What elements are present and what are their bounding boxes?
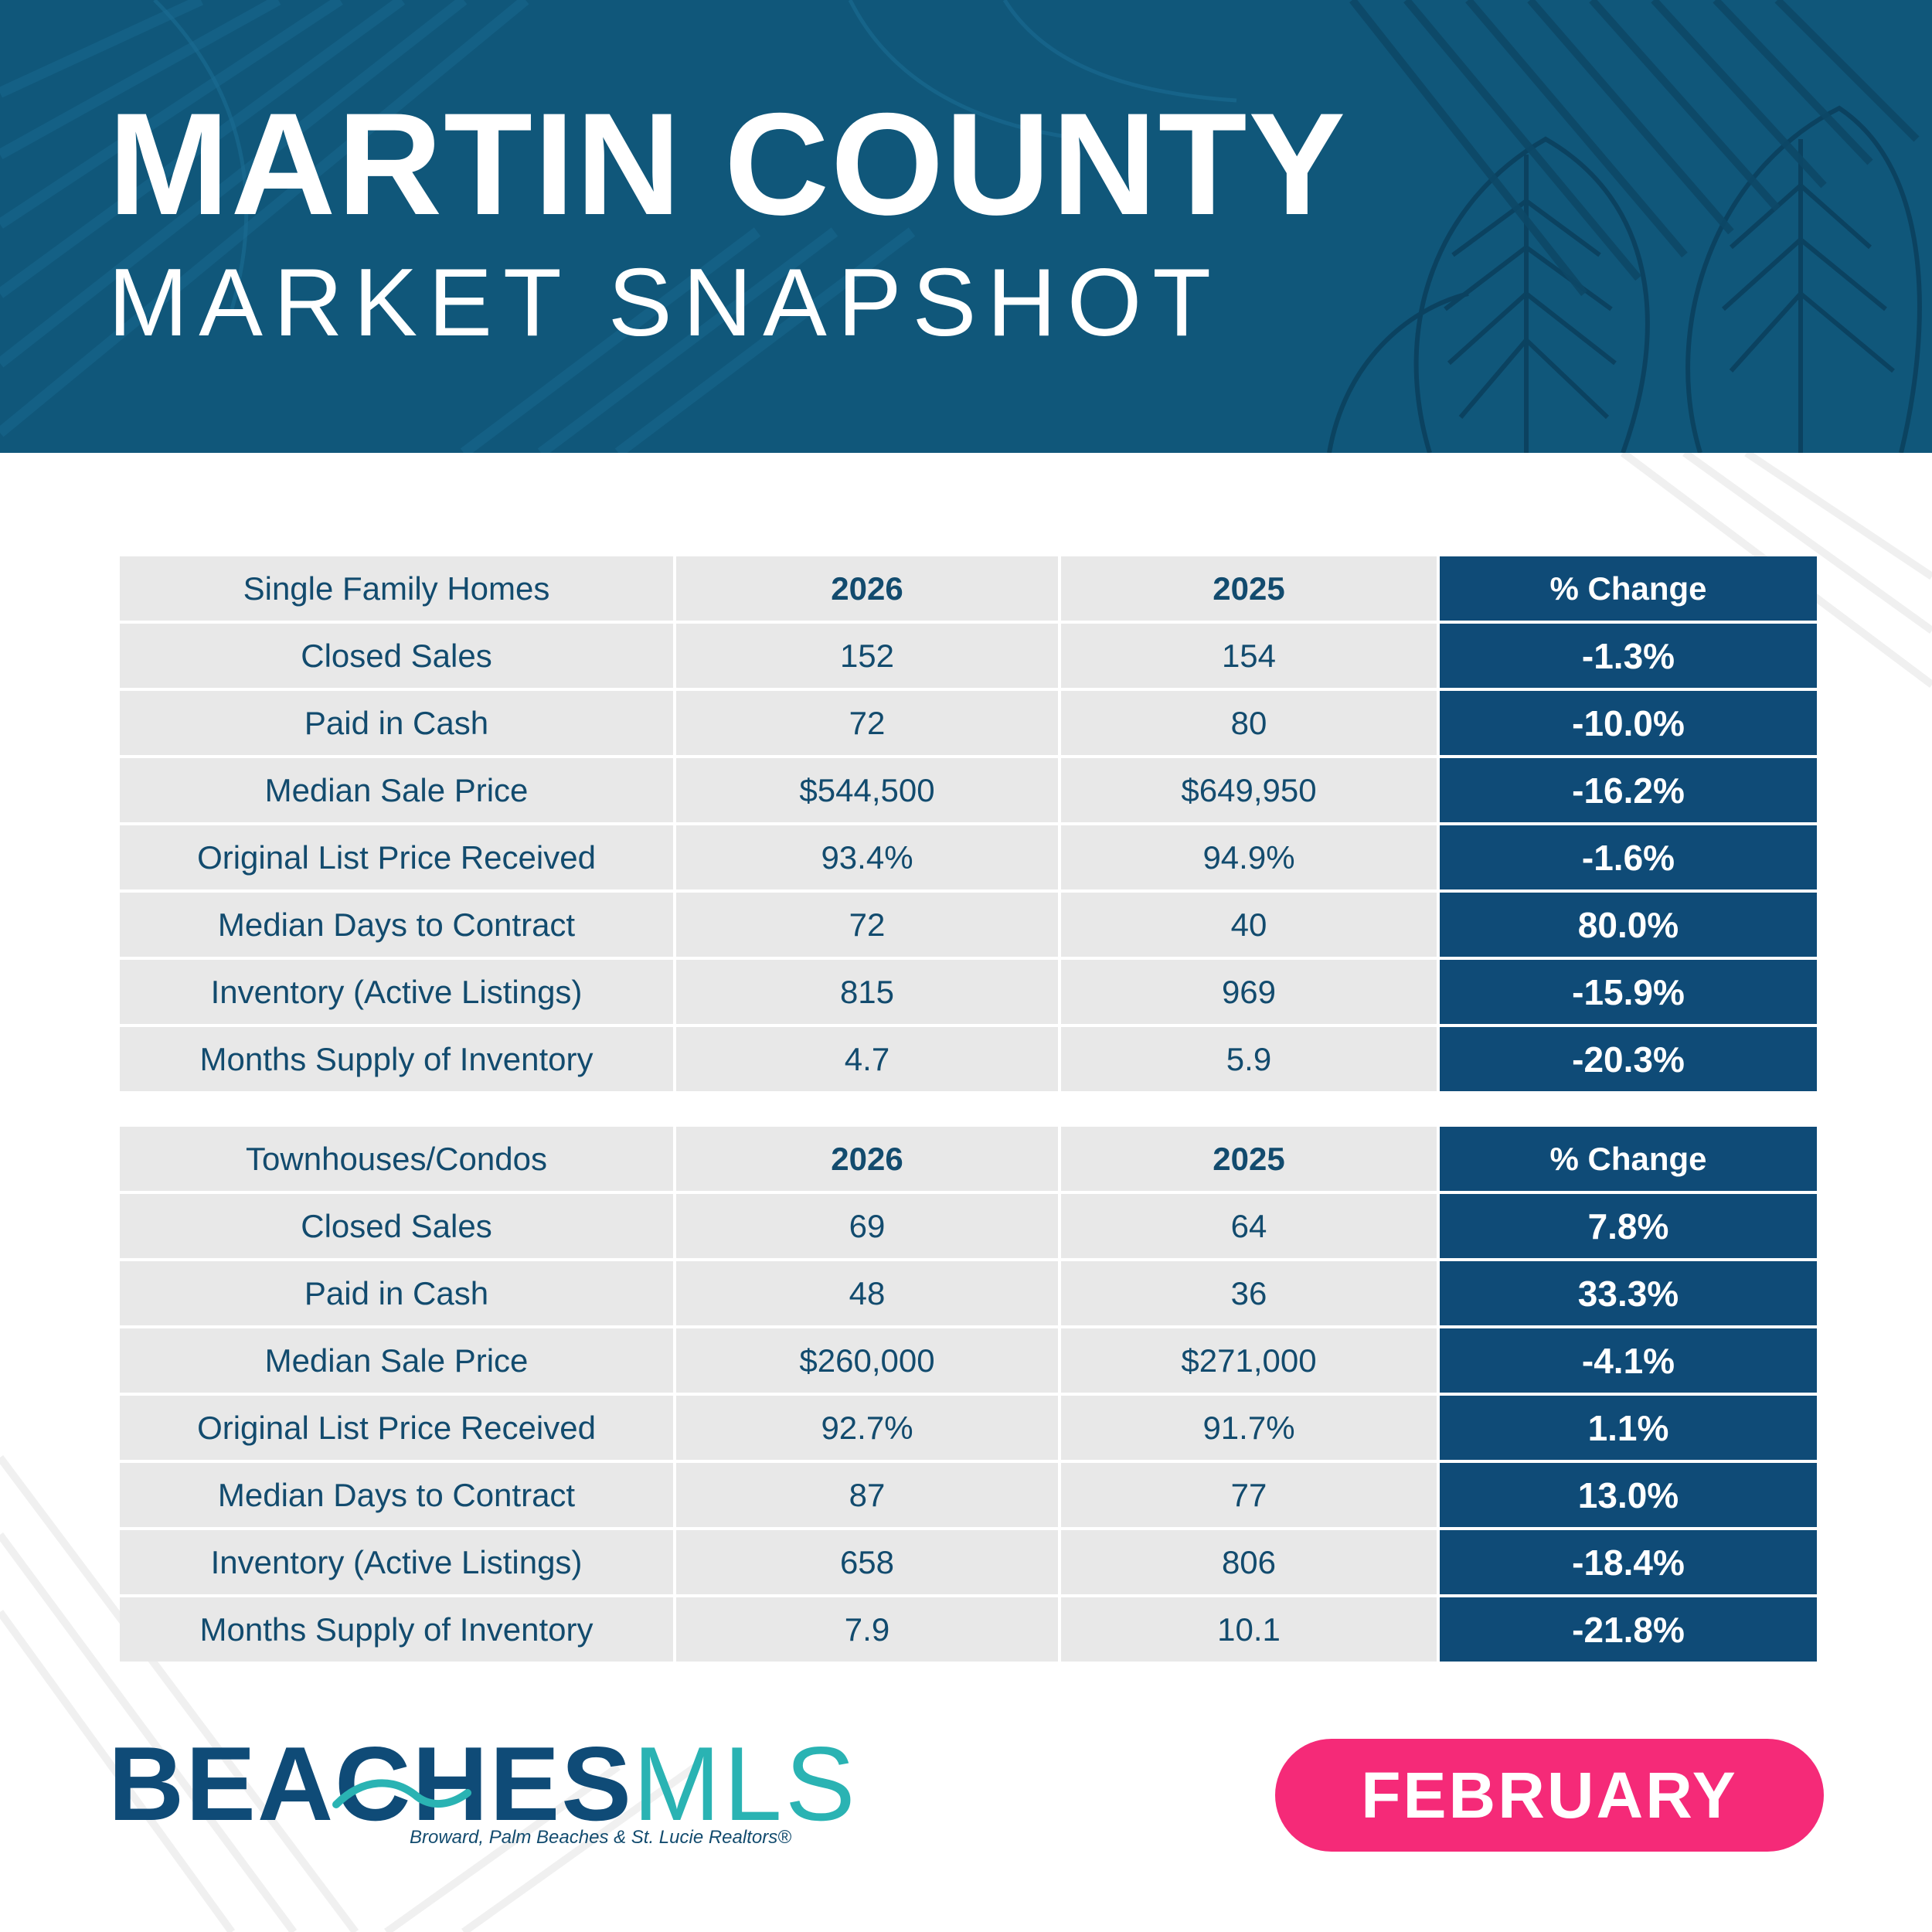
value-2026: $544,500 — [676, 758, 1058, 822]
townhouses-condos-table: Townhouses/Condos 2026 2025 % Change Clo… — [117, 1124, 1820, 1665]
column-header-change: % Change — [1440, 556, 1817, 621]
percent-change: 13.0% — [1440, 1463, 1817, 1527]
row-label: Inventory (Active Listings) — [120, 1530, 673, 1594]
value-2025: 969 — [1061, 960, 1437, 1024]
table-row: Median Days to Contract 87 77 13.0% — [120, 1463, 1817, 1527]
percent-change: -20.3% — [1440, 1027, 1817, 1091]
row-label: Original List Price Received — [120, 1396, 673, 1460]
value-2025: 40 — [1061, 893, 1437, 957]
row-label: Paid in Cash — [120, 1261, 673, 1325]
row-label: Closed Sales — [120, 624, 673, 688]
value-2025: 5.9 — [1061, 1027, 1437, 1091]
page-title: MARTIN COUNTY — [108, 83, 1347, 245]
row-label: Months Supply of Inventory — [120, 1597, 673, 1662]
percent-change: -16.2% — [1440, 758, 1817, 822]
row-label: Median Sale Price — [120, 758, 673, 822]
percent-change: 80.0% — [1440, 893, 1817, 957]
row-label: Inventory (Active Listings) — [120, 960, 673, 1024]
table-row: Closed Sales 152 154 -1.3% — [120, 624, 1817, 688]
row-label: Paid in Cash — [120, 691, 673, 755]
column-header-category: Townhouses/Condos — [120, 1127, 673, 1191]
table-header-row: Townhouses/Condos 2026 2025 % Change — [120, 1127, 1817, 1191]
column-header-change: % Change — [1440, 1127, 1817, 1191]
value-2026: 93.4% — [676, 825, 1058, 889]
percent-change: -10.0% — [1440, 691, 1817, 755]
table-row: Median Sale Price $260,000 $271,000 -4.1… — [120, 1328, 1817, 1393]
row-label: Median Sale Price — [120, 1328, 673, 1393]
table-row: Closed Sales 69 64 7.8% — [120, 1194, 1817, 1258]
column-header-category: Single Family Homes — [120, 556, 673, 621]
percent-change: -15.9% — [1440, 960, 1817, 1024]
value-2025: 80 — [1061, 691, 1437, 755]
column-header-2026: 2026 — [676, 556, 1058, 621]
row-label: Median Days to Contract — [120, 1463, 673, 1527]
table-row: Original List Price Received 93.4% 94.9%… — [120, 825, 1817, 889]
percent-change: 7.8% — [1440, 1194, 1817, 1258]
value-2025: 64 — [1061, 1194, 1437, 1258]
percent-change: -4.1% — [1440, 1328, 1817, 1393]
table-row: Median Days to Contract 72 40 80.0% — [120, 893, 1817, 957]
value-2025: $649,950 — [1061, 758, 1437, 822]
value-2025: 154 — [1061, 624, 1437, 688]
value-2025: 10.1 — [1061, 1597, 1437, 1662]
value-2025: 36 — [1061, 1261, 1437, 1325]
percent-change: -1.6% — [1440, 825, 1817, 889]
percent-change: -1.3% — [1440, 624, 1817, 688]
table-row: Inventory (Active Listings) 658 806 -18.… — [120, 1530, 1817, 1594]
palm-leaves-decoration — [0, 0, 1922, 453]
row-label: Original List Price Received — [120, 825, 673, 889]
percent-change: -18.4% — [1440, 1530, 1817, 1594]
row-label: Median Days to Contract — [120, 893, 673, 957]
value-2026: 72 — [676, 893, 1058, 957]
value-2026: 152 — [676, 624, 1058, 688]
percent-change: -21.8% — [1440, 1597, 1817, 1662]
value-2025: $271,000 — [1061, 1328, 1437, 1393]
value-2026: 92.7% — [676, 1396, 1058, 1460]
value-2026: 87 — [676, 1463, 1058, 1527]
wave-icon — [332, 1779, 471, 1808]
value-2026: 658 — [676, 1530, 1058, 1594]
table-row: Original List Price Received 92.7% 91.7%… — [120, 1396, 1817, 1460]
table-row: Months Supply of Inventory 7.9 10.1 -21.… — [120, 1597, 1817, 1662]
column-header-2025: 2025 — [1061, 1127, 1437, 1191]
value-2026: 48 — [676, 1261, 1058, 1325]
value-2026: 69 — [676, 1194, 1058, 1258]
background-leaf-decoration — [0, 453, 1932, 1932]
row-label: Months Supply of Inventory — [120, 1027, 673, 1091]
value-2025: 77 — [1061, 1463, 1437, 1527]
percent-change: 33.3% — [1440, 1261, 1817, 1325]
value-2026: 72 — [676, 691, 1058, 755]
table-row: Paid in Cash 72 80 -10.0% — [120, 691, 1817, 755]
column-header-2025: 2025 — [1061, 556, 1437, 621]
logo-light-text: MLS — [633, 1725, 859, 1842]
percent-change: 1.1% — [1440, 1396, 1817, 1460]
value-2025: 91.7% — [1061, 1396, 1437, 1460]
table-row: Median Sale Price $544,500 $649,950 -16.… — [120, 758, 1817, 822]
logo-tagline: Broward, Palm Beaches & St. Lucie Realto… — [410, 1827, 791, 1848]
single-family-table: Single Family Homes 2026 2025 % Change C… — [117, 553, 1820, 1094]
row-label: Closed Sales — [120, 1194, 673, 1258]
table-row: Months Supply of Inventory 4.7 5.9 -20.3… — [120, 1027, 1817, 1091]
value-2025: 94.9% — [1061, 825, 1437, 889]
value-2026: 7.9 — [676, 1597, 1058, 1662]
table-row: Inventory (Active Listings) 815 969 -15.… — [120, 960, 1817, 1024]
table-header-row: Single Family Homes 2026 2025 % Change — [120, 556, 1817, 621]
value-2026: $260,000 — [676, 1328, 1058, 1393]
header-banner: MARTIN COUNTY MARKET SNAPSHOT — [0, 0, 1932, 453]
beaches-mls-logo: BEACHESMLS — [108, 1731, 859, 1839]
column-header-2026: 2026 — [676, 1127, 1058, 1191]
value-2025: 806 — [1061, 1530, 1437, 1594]
month-badge: FEBRUARY — [1275, 1739, 1824, 1852]
value-2026: 815 — [676, 960, 1058, 1024]
page-subtitle: MARKET SNAPSHOT — [108, 250, 1223, 356]
value-2026: 4.7 — [676, 1027, 1058, 1091]
table-row: Paid in Cash 48 36 33.3% — [120, 1261, 1817, 1325]
